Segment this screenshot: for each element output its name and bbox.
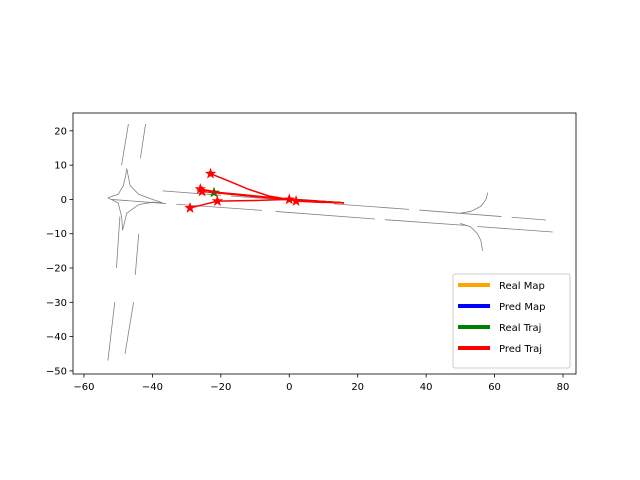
legend-label: Real Traj — [499, 323, 541, 334]
plot-area — [107, 123, 553, 361]
map-line — [275, 211, 375, 220]
y-tick-label: 0 — [61, 195, 67, 206]
legend-label: Pred Traj — [499, 344, 542, 355]
map-line — [333, 203, 410, 210]
x-tick-label: 80 — [557, 382, 570, 393]
map-line — [140, 123, 146, 159]
map-line — [107, 302, 116, 361]
map-line — [419, 209, 502, 217]
axes-frame — [72, 112, 577, 375]
map-line — [460, 192, 489, 214]
legend-label: Real Map — [499, 281, 545, 292]
x-tick-label: 60 — [488, 382, 501, 393]
x-tick-label: −60 — [73, 382, 94, 393]
endpoint-star — [283, 193, 295, 205]
map-line — [116, 216, 121, 269]
x-tick-label: 0 — [286, 382, 292, 393]
map-line — [460, 223, 483, 251]
y-tick-label: 10 — [54, 161, 67, 172]
map-line — [385, 219, 468, 226]
legend-label: Pred Map — [499, 302, 546, 313]
map-line — [107, 168, 128, 199]
map-line — [477, 226, 553, 233]
y-tick-label: −10 — [46, 229, 67, 240]
x-tick-label: 40 — [420, 382, 433, 393]
y-tick-label: 20 — [54, 126, 67, 137]
legend-box — [452, 273, 571, 369]
endpoint-star — [194, 183, 206, 194]
x-tick-label: −40 — [142, 382, 163, 393]
x-tick-label: 20 — [351, 382, 364, 393]
map-line — [162, 190, 221, 196]
map-line — [126, 168, 163, 204]
y-tick-label: −40 — [46, 332, 67, 343]
map-line — [121, 123, 129, 166]
trajectory-line — [289, 198, 345, 204]
endpoint-star — [184, 202, 196, 213]
map-line — [107, 197, 124, 231]
map-line — [511, 216, 546, 221]
map-line — [124, 302, 134, 354]
y-tick-label: −20 — [46, 264, 67, 275]
map-line — [122, 201, 163, 231]
endpoint-star — [204, 167, 217, 179]
y-tick-label: −50 — [46, 366, 67, 377]
y-tick-label: −30 — [46, 298, 67, 309]
x-tick-label: −20 — [210, 382, 231, 393]
endpoint-star — [211, 195, 224, 206]
endpoint-star — [196, 185, 208, 197]
map-line — [134, 233, 140, 275]
